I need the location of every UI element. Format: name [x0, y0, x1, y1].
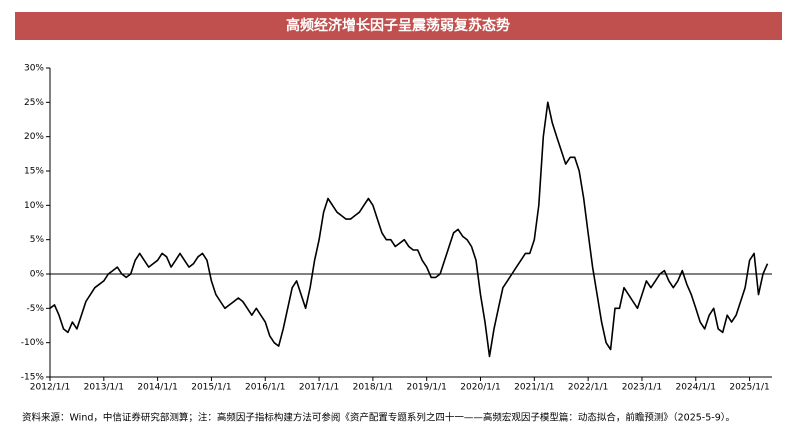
y-tick-label: 30% — [24, 64, 44, 74]
y-tick-label: -15% — [21, 373, 45, 383]
chart-title: 高频经济增长因子呈震荡弱复苏态势 — [286, 17, 510, 34]
y-tick-label: 0% — [30, 270, 45, 280]
x-tick-label: 2019/1/1 — [406, 383, 446, 393]
y-tick-label: 10% — [24, 201, 44, 211]
y-tick-label: 5% — [30, 235, 45, 245]
x-tick-label: 2016/1/1 — [245, 383, 285, 393]
x-tick-label: 2020/1/1 — [460, 383, 500, 393]
x-tick-label: 2012/1/1 — [30, 383, 70, 393]
x-tick-label: 2018/1/1 — [353, 383, 393, 393]
data-line — [49, 101, 769, 358]
y-tick-label: 15% — [24, 167, 44, 177]
source-note: 资料来源：Wind，中信证券研究部测算；注：高频因子指标构建方法可参阅《资产配置… — [22, 412, 735, 424]
x-tick-label: 2025/1/1 — [729, 383, 769, 393]
y-tick-label: 20% — [24, 132, 44, 142]
y-tick-label: -5% — [26, 304, 44, 314]
x-tick-label: 2013/1/1 — [84, 383, 124, 393]
x-tick-label: 2022/1/1 — [568, 383, 608, 393]
x-tick-label: 2014/1/1 — [137, 383, 177, 393]
y-tick-label: 25% — [24, 98, 44, 108]
x-tick-label: 2024/1/1 — [676, 383, 716, 393]
y-tick-label: -10% — [21, 338, 45, 348]
x-tick-label: 2023/1/1 — [622, 383, 662, 393]
x-tick-label: 2015/1/1 — [191, 383, 231, 393]
title-banner — [15, 12, 782, 40]
x-tick-label: 2017/1/1 — [299, 383, 339, 393]
x-tick-label: 2021/1/1 — [514, 383, 554, 393]
